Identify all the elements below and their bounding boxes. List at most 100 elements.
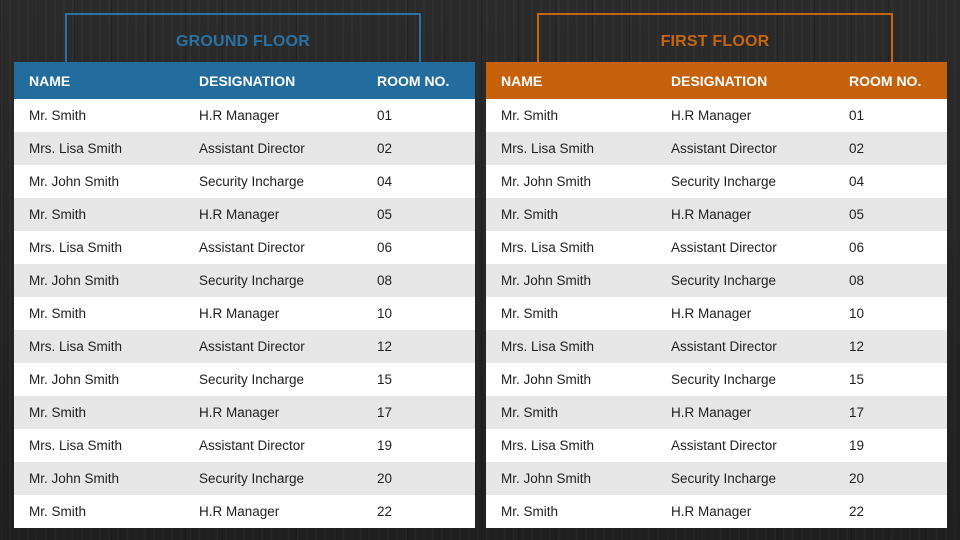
table-row: Mrs. Lisa Smith Assistant Director 12 [486,330,947,363]
cell-designation: H.R Manager [199,207,280,222]
table-row: Mrs. Lisa Smith Assistant Director 02 [14,132,475,165]
cell-room: 05 [377,207,393,222]
cell-room: 04 [849,174,865,189]
cell-room: 12 [377,339,393,354]
cell-name: Mr. John Smith [29,273,120,288]
cell-name: Mr. John Smith [501,174,592,189]
column-header-name: NAME [29,72,71,89]
cell-room: 10 [377,306,393,321]
cell-designation: Security Incharge [199,372,305,387]
cell-room: 05 [849,207,865,222]
table-row: Mr. Smith H.R Manager 10 [486,297,947,330]
cell-name: Mrs. Lisa Smith [501,141,595,156]
column-header-name: NAME [501,72,543,89]
cell-room: 08 [849,273,865,288]
cell-name: Mr. John Smith [29,471,120,486]
table-row: Mr. Smith H.R Manager 05 [14,198,475,231]
cell-designation: Assistant Director [671,240,777,255]
table-row: Mr. Smith H.R Manager 05 [486,198,947,231]
cell-room: 06 [849,240,865,255]
ground-floor-title: GROUND FLOOR [176,33,310,50]
cell-name: Mr. John Smith [501,273,592,288]
cell-room: 20 [849,471,865,486]
cell-designation: Assistant Director [671,141,777,156]
cell-name: Mr. John Smith [29,174,120,189]
cell-designation: Assistant Director [671,339,777,354]
cell-designation: Assistant Director [199,141,305,156]
cell-room: 15 [849,372,865,387]
table-row: Mr. Smith H.R Manager 17 [486,396,947,429]
table-header-row: NAME DESIGNATION ROOM NO. [486,62,947,99]
cell-designation: H.R Manager [199,504,280,519]
cell-name: Mrs. Lisa Smith [29,240,123,255]
cell-designation: H.R Manager [199,108,280,123]
first-floor-table: NAME DESIGNATION ROOM NO. Mr. Smith H.R M… [486,62,947,528]
cell-room: 15 [377,372,393,387]
cell-room: 12 [849,339,865,354]
first-floor-title: FIRST FLOOR [660,33,770,50]
table-header-row: NAME DESIGNATION ROOM NO. [14,62,475,99]
cell-name: Mr. John Smith [29,372,120,387]
cell-designation: Security Incharge [671,372,777,387]
table-row: Mrs. Lisa Smith Assistant Director 02 [486,132,947,165]
cell-room: 10 [849,306,865,321]
table-row: Mr. Smith H.R Manager 01 [14,99,475,132]
cell-room: 06 [377,240,393,255]
cell-designation: Assistant Director [671,438,777,453]
ground-floor-panel: GROUND FLOOR NAME DESIGNATION ROOM NO. M… [14,0,475,540]
cell-name: Mrs. Lisa Smith [29,339,123,354]
table-row: Mr. Smith H.R Manager 22 [14,495,475,528]
cell-designation: Security Incharge [671,174,777,189]
ground-floor-tab: GROUND FLOOR [65,13,421,62]
cell-designation: Assistant Director [199,240,305,255]
cell-name: Mrs. Lisa Smith [29,438,123,453]
table-row: Mr. John Smith Security Incharge 08 [486,264,947,297]
cell-designation: H.R Manager [671,306,752,321]
cell-designation: Security Incharge [671,273,777,288]
table-row: Mrs. Lisa Smith Assistant Director 06 [486,231,947,264]
table-row: Mr. Smith H.R Manager 17 [14,396,475,429]
cell-room: 19 [849,438,865,453]
cell-room: 19 [377,438,393,453]
cell-name: Mr. Smith [29,108,87,123]
cell-room: 17 [849,405,865,420]
table-row: Mr. John Smith Security Incharge 20 [486,462,947,495]
table-row: Mrs. Lisa Smith Assistant Director 19 [14,429,475,462]
cell-name: Mr. Smith [501,405,559,420]
cell-designation: H.R Manager [671,405,752,420]
cell-name: Mrs. Lisa Smith [29,141,123,156]
cell-room: 01 [849,108,865,123]
first-floor-panel: FIRST FLOOR NAME DESIGNATION ROOM NO. Mr… [486,0,947,540]
cell-room: 17 [377,405,393,420]
cell-designation: Assistant Director [199,339,305,354]
cell-room: 01 [377,108,393,123]
table-row: Mr. John Smith Security Incharge 15 [486,363,947,396]
cell-room: 22 [849,504,865,519]
column-header-room: ROOM NO. [377,72,450,89]
cell-name: Mr. Smith [501,306,559,321]
cell-name: Mr. John Smith [501,471,592,486]
column-header-designation: DESIGNATION [671,72,768,89]
table-row: Mr. Smith H.R Manager 22 [486,495,947,528]
cell-room: 02 [849,141,865,156]
table-row: Mr. John Smith Security Incharge 04 [486,165,947,198]
first-floor-tab: FIRST FLOOR [537,13,893,62]
first-floor-rows: Mr. Smith H.R Manager 01 Mrs. Lisa Smith Ass… [486,99,947,528]
cell-designation: H.R Manager [671,207,752,222]
cell-designation: H.R Manager [199,306,280,321]
cell-name: Mr. Smith [501,504,559,519]
table-row: Mr. John Smith Security Incharge 04 [14,165,475,198]
cell-room: 04 [377,174,393,189]
cell-name: Mr. Smith [29,207,87,222]
cell-name: Mrs. Lisa Smith [501,339,595,354]
cell-name: Mr. John Smith [501,372,592,387]
cell-designation: Assistant Director [199,438,305,453]
table-row: Mr. Smith H.R Manager 10 [14,297,475,330]
ground-floor-rows: Mr. Smith H.R Manager 01 Mrs. Lisa Smith Ass… [14,99,475,528]
cell-designation: Security Incharge [671,471,777,486]
cell-designation: H.R Manager [671,504,752,519]
cell-room: 08 [377,273,393,288]
column-header-designation: DESIGNATION [199,72,296,89]
table-row: Mrs. Lisa Smith Assistant Director 19 [486,429,947,462]
cell-name: Mrs. Lisa Smith [501,240,595,255]
